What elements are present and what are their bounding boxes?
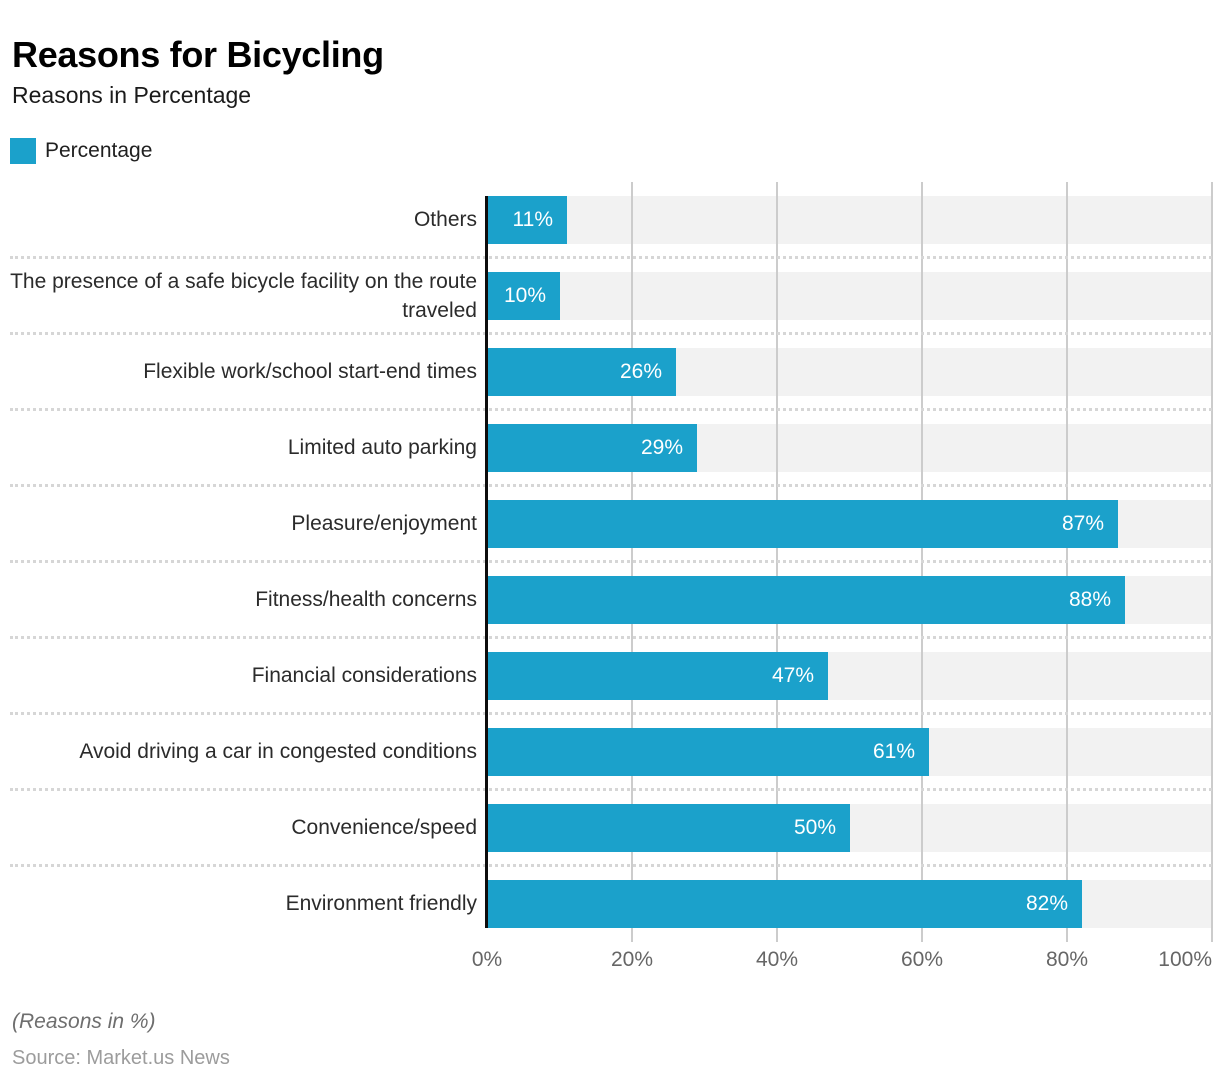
bar: 82% — [487, 880, 1082, 928]
bar-value-label: 29% — [640, 436, 683, 459]
category-label: Fitness/health concerns — [255, 588, 477, 612]
source-attribution: Source: Market.us News — [12, 1047, 230, 1069]
bar: 29% — [487, 424, 697, 472]
row-separator — [10, 636, 1212, 639]
legend-label: Percentage — [45, 139, 153, 162]
category-label: Pleasure/enjoyment — [291, 512, 477, 536]
bar-row: Limited auto parking 29% — [0, 410, 1220, 487]
bar-row: Avoid driving a car in congested conditi… — [0, 714, 1220, 791]
footnote: (Reasons in %) — [12, 1010, 156, 1033]
bar: 61% — [487, 728, 929, 776]
bar-value-label: 10% — [503, 284, 546, 307]
bar: 88% — [487, 576, 1125, 624]
bar-row: Others 11% — [0, 182, 1220, 259]
category-label: Convenience/speed — [291, 816, 477, 840]
bar-row: Financial considerations 47% — [0, 638, 1220, 715]
category-label: Flexible work/school start-end times — [143, 360, 477, 384]
x-axis-tick-label: 40% — [755, 948, 799, 971]
bar-value-label: 11% — [512, 208, 553, 231]
bar-row: Flexible work/school start-end times 26% — [0, 334, 1220, 411]
bar-value-label: 47% — [771, 664, 814, 687]
row-separator — [10, 408, 1212, 411]
category-label: Environment friendly — [285, 892, 477, 916]
bar-value-label: 82% — [1025, 892, 1068, 915]
x-axis-tick-label: 0% — [471, 948, 503, 971]
x-axis: 0% 20% 40% 60% 80% 100% — [0, 948, 1220, 974]
bar-row: Pleasure/enjoyment 87% — [0, 486, 1220, 563]
bar-track — [487, 272, 1212, 320]
bar-row: Fitness/health concerns 88% — [0, 562, 1220, 639]
x-axis-tick-label: 20% — [610, 948, 654, 971]
chart-subtitle: Reasons in Percentage — [12, 82, 252, 108]
bar-row: Environment friendly 82% — [0, 866, 1220, 942]
bar: 10% — [487, 272, 560, 320]
legend: Percentage — [10, 138, 152, 164]
legend-color-swatch — [10, 138, 36, 164]
bar-row: Convenience/speed 50% — [0, 790, 1220, 867]
category-label: Limited auto parking — [287, 436, 477, 460]
y-axis-line — [485, 196, 488, 928]
row-separator — [10, 560, 1212, 563]
row-separator — [10, 788, 1212, 791]
row-separator — [10, 332, 1212, 335]
x-axis-tick-label: 60% — [900, 948, 944, 971]
x-axis-tick-label: 100% — [1158, 948, 1212, 971]
category-label: Avoid driving a car in congested conditi… — [79, 740, 477, 764]
row-separator — [10, 256, 1212, 259]
bar-value-label: 88% — [1068, 588, 1111, 611]
bar: 26% — [487, 348, 676, 396]
bar: 87% — [487, 500, 1118, 548]
vertical-gridline — [1211, 182, 1213, 942]
row-separator — [10, 484, 1212, 487]
category-label: The presence of a safe bicycle facility … — [10, 269, 477, 322]
bar: 47% — [487, 652, 828, 700]
bar: 50% — [487, 804, 850, 852]
bar: 11% — [487, 196, 567, 244]
bar-row: The presence of a safe bicycle facility … — [0, 258, 1220, 335]
row-separator — [10, 712, 1212, 715]
bar-value-label: 50% — [793, 816, 836, 839]
category-label: Financial considerations — [251, 664, 477, 688]
bar-value-label: 61% — [872, 740, 915, 763]
x-axis-tick-label: 80% — [1045, 948, 1089, 971]
bar-value-label: 26% — [619, 360, 662, 383]
bar-chart: Others 11% The presence of a safe bicycle … — [0, 182, 1220, 942]
bar-track — [487, 196, 1212, 244]
category-label: Others — [413, 208, 477, 232]
row-separator — [10, 864, 1212, 867]
bar-value-label: 87% — [1061, 512, 1104, 535]
page-title: Reasons for Bicycling — [12, 34, 384, 76]
